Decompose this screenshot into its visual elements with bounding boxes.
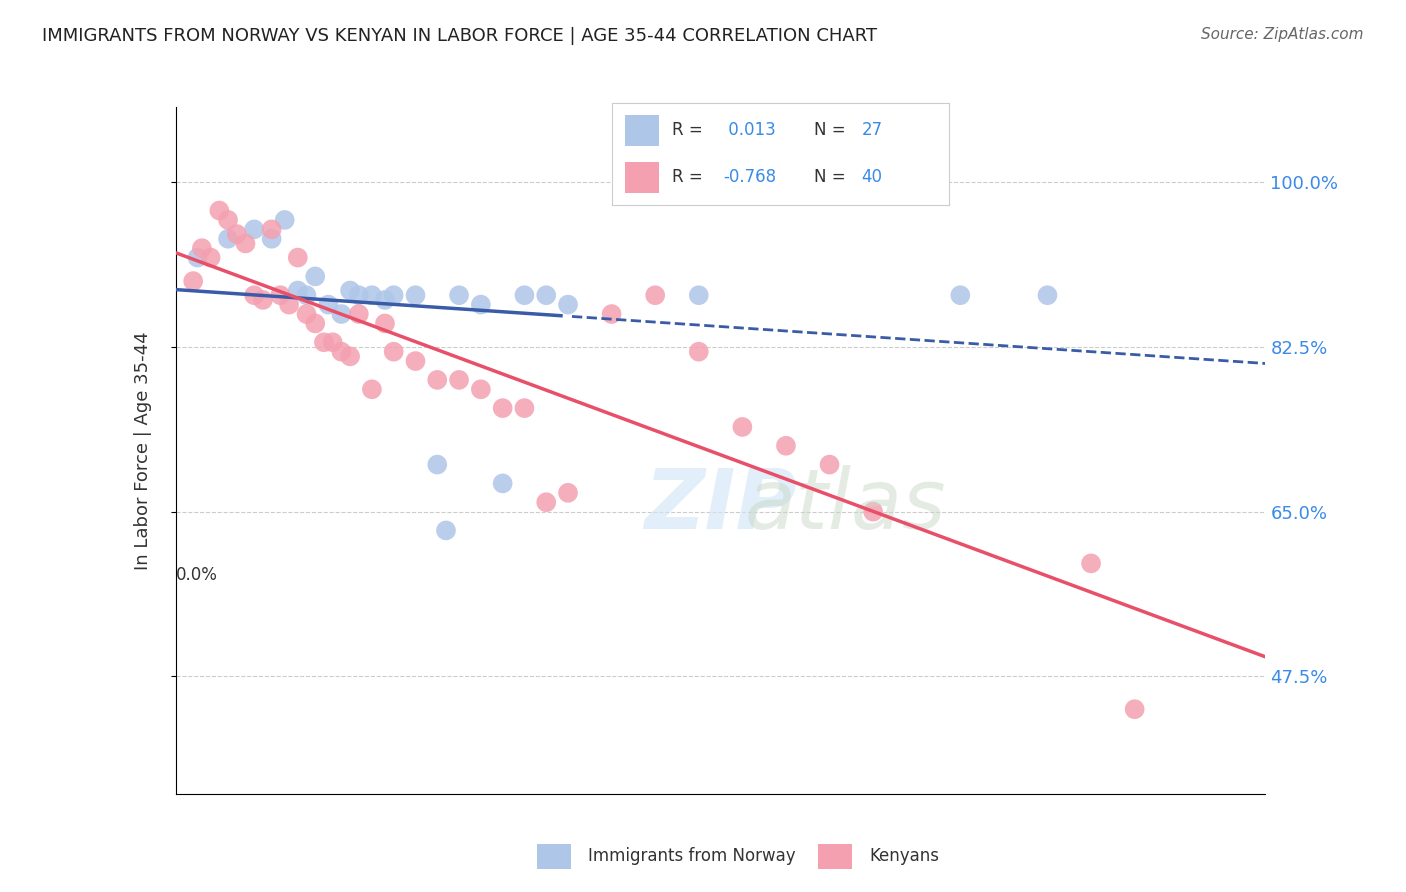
- Point: [405, 354, 427, 368]
- Point: [447, 373, 470, 387]
- Point: [260, 232, 283, 246]
- Point: [322, 335, 344, 350]
- Point: [278, 298, 301, 312]
- Point: [312, 335, 335, 350]
- Point: [513, 401, 536, 416]
- Text: N =: N =: [814, 169, 851, 186]
- Point: [186, 251, 209, 265]
- Point: [339, 350, 361, 364]
- Point: [688, 344, 710, 359]
- Text: -0.768: -0.768: [723, 169, 776, 186]
- Point: [243, 288, 266, 302]
- Point: [600, 307, 623, 321]
- Point: [269, 288, 291, 302]
- Point: [1080, 557, 1102, 571]
- Point: [688, 288, 710, 302]
- Text: atlas: atlas: [745, 465, 946, 546]
- FancyBboxPatch shape: [818, 844, 852, 869]
- Y-axis label: In Labor Force | Age 35-44: In Labor Force | Age 35-44: [134, 331, 152, 570]
- Point: [274, 213, 297, 227]
- Text: IMMIGRANTS FROM NORWAY VS KENYAN IN LABOR FORCE | AGE 35-44 CORRELATION CHART: IMMIGRANTS FROM NORWAY VS KENYAN IN LABO…: [42, 27, 877, 45]
- Point: [287, 251, 309, 265]
- Point: [1036, 288, 1059, 302]
- Point: [949, 288, 972, 302]
- Text: Source: ZipAtlas.com: Source: ZipAtlas.com: [1201, 27, 1364, 42]
- Text: 0.013: 0.013: [723, 121, 776, 139]
- Text: 40: 40: [862, 169, 883, 186]
- Point: [818, 458, 841, 472]
- Point: [644, 288, 666, 302]
- Point: [360, 288, 382, 302]
- Point: [304, 317, 326, 331]
- FancyBboxPatch shape: [626, 162, 659, 193]
- Text: Immigrants from Norway: Immigrants from Norway: [588, 847, 796, 865]
- Point: [492, 476, 515, 491]
- Point: [208, 203, 231, 218]
- Point: [862, 505, 884, 519]
- Point: [382, 288, 405, 302]
- Point: [295, 288, 318, 302]
- Point: [557, 298, 579, 312]
- Point: [731, 420, 754, 434]
- Point: [360, 382, 382, 396]
- Text: 27: 27: [862, 121, 883, 139]
- Point: [775, 439, 797, 453]
- Point: [181, 274, 204, 288]
- Point: [243, 222, 266, 236]
- Point: [347, 307, 370, 321]
- Point: [513, 288, 536, 302]
- Point: [287, 284, 309, 298]
- Point: [557, 485, 579, 500]
- Point: [330, 344, 353, 359]
- Point: [330, 307, 353, 321]
- Point: [374, 293, 396, 307]
- Point: [217, 213, 239, 227]
- Point: [235, 236, 257, 251]
- Point: [191, 241, 214, 255]
- Point: [260, 222, 283, 236]
- Point: [470, 298, 492, 312]
- Text: Kenyans: Kenyans: [869, 847, 939, 865]
- Text: 0.0%: 0.0%: [176, 566, 218, 584]
- Point: [339, 284, 361, 298]
- Point: [225, 227, 247, 241]
- Point: [200, 251, 222, 265]
- Point: [534, 495, 557, 509]
- Point: [534, 288, 557, 302]
- Text: ZIP: ZIP: [644, 465, 797, 546]
- Point: [434, 524, 457, 538]
- Point: [304, 269, 326, 284]
- Point: [374, 317, 396, 331]
- Point: [217, 232, 239, 246]
- Point: [295, 307, 318, 321]
- Text: R =: R =: [672, 169, 709, 186]
- Point: [492, 401, 515, 416]
- FancyBboxPatch shape: [537, 844, 571, 869]
- Point: [347, 288, 370, 302]
- Point: [252, 293, 274, 307]
- Text: N =: N =: [814, 121, 851, 139]
- Point: [318, 298, 340, 312]
- Point: [426, 373, 449, 387]
- Text: R =: R =: [672, 121, 709, 139]
- Point: [405, 288, 427, 302]
- Point: [1123, 702, 1146, 716]
- FancyBboxPatch shape: [626, 115, 659, 145]
- Point: [426, 458, 449, 472]
- Point: [382, 344, 405, 359]
- Point: [470, 382, 492, 396]
- Point: [447, 288, 470, 302]
